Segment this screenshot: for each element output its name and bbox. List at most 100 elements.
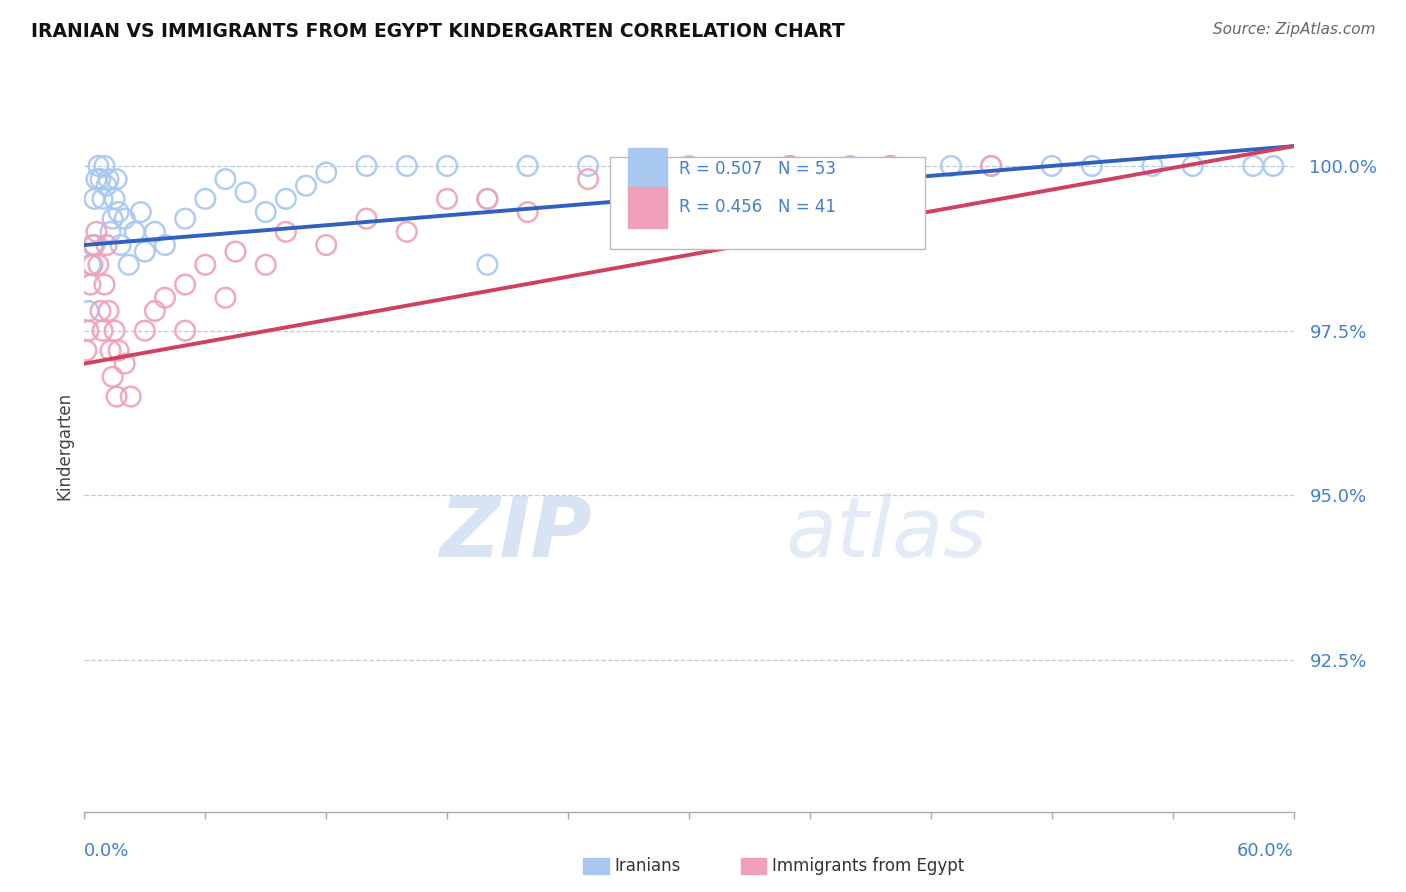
Point	[153, 291, 176, 305]
Point	[879, 159, 901, 173]
Y-axis label: Kindergarten: Kindergarten	[55, 392, 73, 500]
Point	[477, 258, 499, 272]
Point	[477, 192, 499, 206]
Point	[839, 159, 862, 173]
Point	[87, 159, 110, 173]
FancyBboxPatch shape	[628, 186, 668, 227]
Point	[939, 159, 962, 173]
Text: R = 0.507   N = 53: R = 0.507 N = 53	[679, 160, 837, 178]
Point	[93, 277, 115, 292]
Point	[79, 277, 101, 292]
Point	[104, 192, 127, 206]
Point	[576, 172, 599, 186]
Point	[980, 159, 1002, 173]
Point	[105, 172, 128, 186]
Point	[1040, 159, 1063, 173]
Point	[174, 277, 197, 292]
Point	[194, 258, 217, 272]
Point	[101, 369, 124, 384]
Point	[214, 172, 236, 186]
Point	[395, 159, 418, 173]
Point	[143, 304, 166, 318]
Point	[114, 357, 136, 371]
Text: R = 0.456   N = 41: R = 0.456 N = 41	[679, 198, 837, 217]
Point	[118, 258, 141, 272]
Text: 60.0%: 60.0%	[1237, 842, 1294, 860]
Text: Source: ZipAtlas.com: Source: ZipAtlas.com	[1212, 22, 1375, 37]
Point	[516, 205, 538, 219]
Point	[477, 192, 499, 206]
Point	[356, 211, 378, 226]
Point	[315, 238, 337, 252]
Point	[678, 159, 700, 173]
Point	[134, 244, 156, 259]
Point	[77, 304, 100, 318]
Point	[96, 178, 118, 193]
Point	[1241, 159, 1264, 173]
Point	[436, 159, 458, 173]
Point	[82, 238, 104, 252]
Point	[134, 324, 156, 338]
Point	[91, 324, 114, 338]
Point	[101, 211, 124, 226]
Point	[100, 225, 122, 239]
Point	[214, 291, 236, 305]
Point	[1181, 159, 1204, 173]
Text: Iranians: Iranians	[614, 857, 681, 875]
Point	[91, 192, 114, 206]
Point	[637, 159, 659, 173]
Point	[86, 225, 108, 239]
Point	[105, 390, 128, 404]
Point	[124, 225, 146, 239]
Point	[174, 211, 197, 226]
Point	[107, 205, 129, 219]
Point	[97, 172, 120, 186]
Point	[93, 159, 115, 173]
Point	[77, 324, 100, 338]
Point	[576, 159, 599, 173]
FancyBboxPatch shape	[610, 157, 925, 249]
Point	[174, 324, 197, 338]
Point	[295, 178, 318, 193]
Point	[86, 172, 108, 186]
Text: ZIP: ZIP	[440, 493, 592, 574]
Point	[120, 390, 142, 404]
Point	[89, 304, 111, 318]
Point	[89, 172, 111, 186]
Point	[980, 159, 1002, 173]
Point	[114, 211, 136, 226]
Point	[225, 244, 247, 259]
Point	[516, 159, 538, 173]
Point	[315, 165, 337, 179]
Point	[194, 192, 217, 206]
Point	[79, 258, 101, 272]
Point	[82, 258, 104, 272]
Point	[779, 159, 801, 173]
Point	[107, 343, 129, 358]
Point	[153, 238, 176, 252]
Point	[100, 343, 122, 358]
Point	[87, 258, 110, 272]
Text: 0.0%: 0.0%	[84, 842, 129, 860]
Point	[356, 159, 378, 173]
Point	[75, 343, 97, 358]
Point	[637, 172, 659, 186]
Point	[436, 192, 458, 206]
Point	[395, 225, 418, 239]
Point	[104, 324, 127, 338]
Point	[779, 159, 801, 173]
Point	[1081, 159, 1104, 173]
Point	[83, 238, 105, 252]
Point	[254, 205, 277, 219]
Point	[110, 238, 132, 252]
Point	[96, 238, 118, 252]
Text: IRANIAN VS IMMIGRANTS FROM EGYPT KINDERGARTEN CORRELATION CHART: IRANIAN VS IMMIGRANTS FROM EGYPT KINDERG…	[31, 22, 845, 41]
Point	[143, 225, 166, 239]
Point	[83, 192, 105, 206]
Point	[678, 225, 700, 239]
Point	[274, 225, 297, 239]
Point	[97, 304, 120, 318]
Text: atlas: atlas	[786, 493, 987, 574]
Text: Immigrants from Egypt: Immigrants from Egypt	[772, 857, 965, 875]
Point	[274, 192, 297, 206]
